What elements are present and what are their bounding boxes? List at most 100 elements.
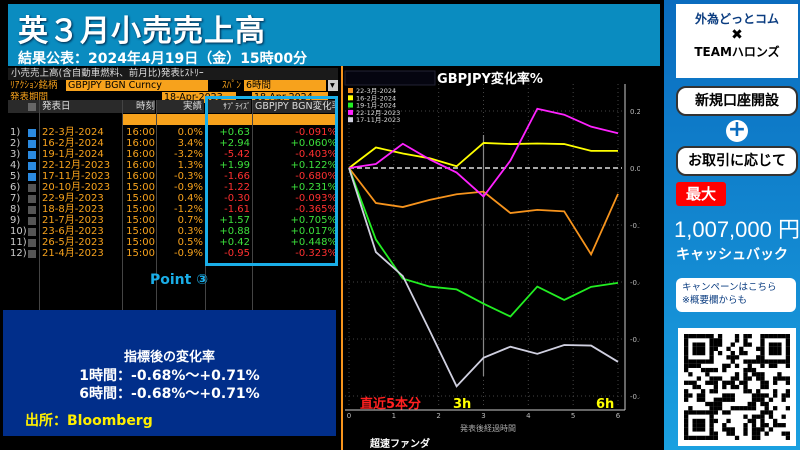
table-row[interactable]: 9) 21-7月-2023 15:00 0.7% +1.57 +0.705%: [8, 215, 338, 226]
actual-value: -0.3%: [173, 171, 203, 182]
surprise-value: -1.66: [224, 171, 250, 182]
col-actual[interactable]: 実績: [157, 100, 204, 113]
change-value: -0.680%: [295, 171, 337, 182]
ad-banner[interactable]: 外為どっとコム ✖ TEAMハロンズ 新規口座開設 + お取引に応じて 最大 1…: [664, 0, 800, 450]
table-row[interactable]: 11) 26-5月-2023 15:00 0.5% +0.42 +0.448%: [8, 237, 338, 248]
row-checkbox[interactable]: [28, 173, 36, 181]
campaign-text: キャンペーンはこちら: [682, 282, 777, 293]
cross-icon: ✖: [731, 27, 743, 43]
table-row[interactable]: 12) 21-4月-2023 15:00 -0.9% -0.95 -0.323%: [8, 248, 338, 259]
span-dropdown[interactable]: 6時間: [244, 80, 326, 91]
surprise-value: -0.95: [224, 248, 250, 259]
col-date[interactable]: 発表日: [40, 100, 122, 113]
legend-entry: 17-11月-2023: [356, 116, 400, 124]
table-row[interactable]: 5) 17-11月-2023 16:00 -0.3% -1.66 -0.680%: [8, 171, 338, 182]
actual-value: -3.2%: [173, 149, 203, 160]
table-row[interactable]: 8) 18-8月-2023 15:00 -1.2% -1.61 -0.365%: [8, 204, 338, 215]
release-time: 16:00: [126, 127, 155, 138]
surprise-value: +1.57: [219, 215, 250, 226]
table-row[interactable]: 10) 23-6月-2023 15:00 0.3% +0.88 +0.017%: [8, 226, 338, 237]
legend-swatch: [348, 88, 353, 93]
release-time: 15:00: [126, 193, 155, 204]
chevron-down-icon[interactable]: ▾: [328, 80, 338, 91]
col-surprise[interactable]: ｻﾌﾟﾗｲｽﾞ: [206, 100, 251, 113]
change-value: +0.017%: [290, 226, 337, 237]
release-time: 16:00: [126, 160, 155, 171]
plus-icon: +: [726, 117, 748, 142]
actual-value: 0.4%: [177, 193, 203, 204]
release-time: 16:00: [126, 149, 155, 160]
row-number: 6): [10, 182, 21, 193]
row-number: 10): [10, 226, 27, 237]
release-date: 26-5月-2023: [42, 237, 104, 248]
title-box: [344, 70, 436, 86]
actual-value: -0.9%: [173, 182, 203, 193]
row-number: 3): [10, 149, 21, 160]
row-checkbox[interactable]: [28, 140, 36, 148]
table-row[interactable]: 1) 22-3月-2024 16:00 0.0% +0.63 -0.091%: [8, 127, 338, 138]
release-date: 21-4月-2023: [42, 248, 104, 259]
campaign-subtext: ※概要欄からも: [682, 295, 747, 306]
page-title: 英３月小売売上高: [18, 14, 266, 49]
y-tick-label: 0.20: [630, 108, 640, 116]
summary-1h: 1時間：-0.68%～+0.71%: [79, 368, 260, 384]
release-date: 17-11月-2023: [42, 171, 111, 182]
row-checkbox[interactable]: [28, 250, 36, 258]
qr-code[interactable]: [678, 328, 796, 446]
source-label: 出所：Bloomberg: [25, 413, 153, 429]
table-row[interactable]: 4) 22-12月-2023 16:00 1.3% +1.99 +0.122%: [8, 160, 338, 171]
row-checkbox[interactable]: [28, 228, 36, 236]
row-number: 7): [10, 193, 21, 204]
release-time: 16:00: [126, 171, 155, 182]
change-value: -0.091%: [295, 127, 337, 138]
gbpjpy-change-chart: 0 1 2 3 4 5 6 0.20 0.00 -0.20 -0.40 -0.60 -0.80 GBPJP…: [341, 66, 640, 450]
campaign-bubble[interactable]: キャンペーンはこちら ※概要欄からも: [676, 278, 796, 312]
y-tick-label: -0.40: [630, 279, 640, 287]
change-value: -0.365%: [295, 204, 337, 215]
reaction-ticker-field[interactable]: GBPJPY BGN Curncy: [66, 80, 208, 91]
table-row[interactable]: 6) 20-10月-2023 15:00 -0.9% -1.22 +0.231%: [8, 182, 338, 193]
actual-value: 0.7%: [177, 215, 203, 226]
span-label: ｽﾊﾟﾝ: [222, 80, 242, 91]
row-checkbox[interactable]: [28, 162, 36, 170]
col-time[interactable]: 時刻: [123, 100, 155, 113]
legend-swatch: [348, 95, 353, 101]
col-change[interactable]: GBPJPY BGN変化率: [253, 100, 338, 113]
surprise-value: +0.42: [219, 237, 250, 248]
change-value: -0.323%: [295, 248, 337, 259]
row-number: 11): [10, 237, 27, 248]
period-from-field[interactable]: 18-Apr-2023: [162, 92, 236, 103]
surprise-value: +2.94: [219, 138, 250, 149]
row-checkbox[interactable]: [28, 217, 36, 225]
brand-logo: 外為どっとコム ✖ TEAMハロンズ: [676, 4, 798, 78]
row-checkbox[interactable]: [28, 239, 36, 247]
legend-swatch: [348, 117, 353, 123]
select-all-checkbox[interactable]: [28, 103, 36, 111]
actual-value: 1.3%: [177, 160, 203, 171]
release-time: 15:00: [126, 237, 155, 248]
row-number: 2): [10, 138, 21, 149]
table-row[interactable]: 7) 22-9月-2023 15:00 0.4% -0.30 -0.093%: [8, 193, 338, 204]
y-tick-label: 0.00: [630, 165, 640, 173]
chart-title: GBPJPY変化率%: [437, 71, 543, 87]
row-checkbox[interactable]: [28, 129, 36, 137]
release-time: 15:00: [126, 182, 155, 193]
row-checkbox[interactable]: [28, 151, 36, 159]
row-checkbox[interactable]: [28, 184, 36, 192]
row-checkbox[interactable]: [28, 195, 36, 203]
x-axis-label: 発表後経過時間: [460, 423, 516, 433]
max-badge: 最大: [676, 182, 726, 206]
table-row[interactable]: 3) 19-1月-2024 16:00 -3.2% -5.42 -0.403%: [8, 149, 338, 160]
annotation-3h: 3h: [453, 397, 471, 412]
open-account-pill: 新規口座開設: [676, 86, 798, 116]
table-row[interactable]: 2) 16-2月-2024 16:00 3.4% +2.94 +0.060%: [8, 138, 338, 149]
x-tick-label: 3: [481, 412, 485, 420]
surprise-value: +0.88: [219, 226, 250, 237]
row-checkbox[interactable]: [28, 206, 36, 214]
footer-brand: 超速ファンダ: [370, 439, 430, 450]
surprise-value: -5.42: [224, 149, 250, 160]
row-number: 4): [10, 160, 21, 171]
release-history-table: 小売売上高(含自動車燃料、前月比)発表ﾋｽﾄﾘｰ ﾘｱｸｼｮﾝ銘柄 GBPJPY…: [8, 68, 338, 320]
actual-value: -0.9%: [173, 248, 203, 259]
surprise-value: -1.22: [224, 182, 250, 193]
